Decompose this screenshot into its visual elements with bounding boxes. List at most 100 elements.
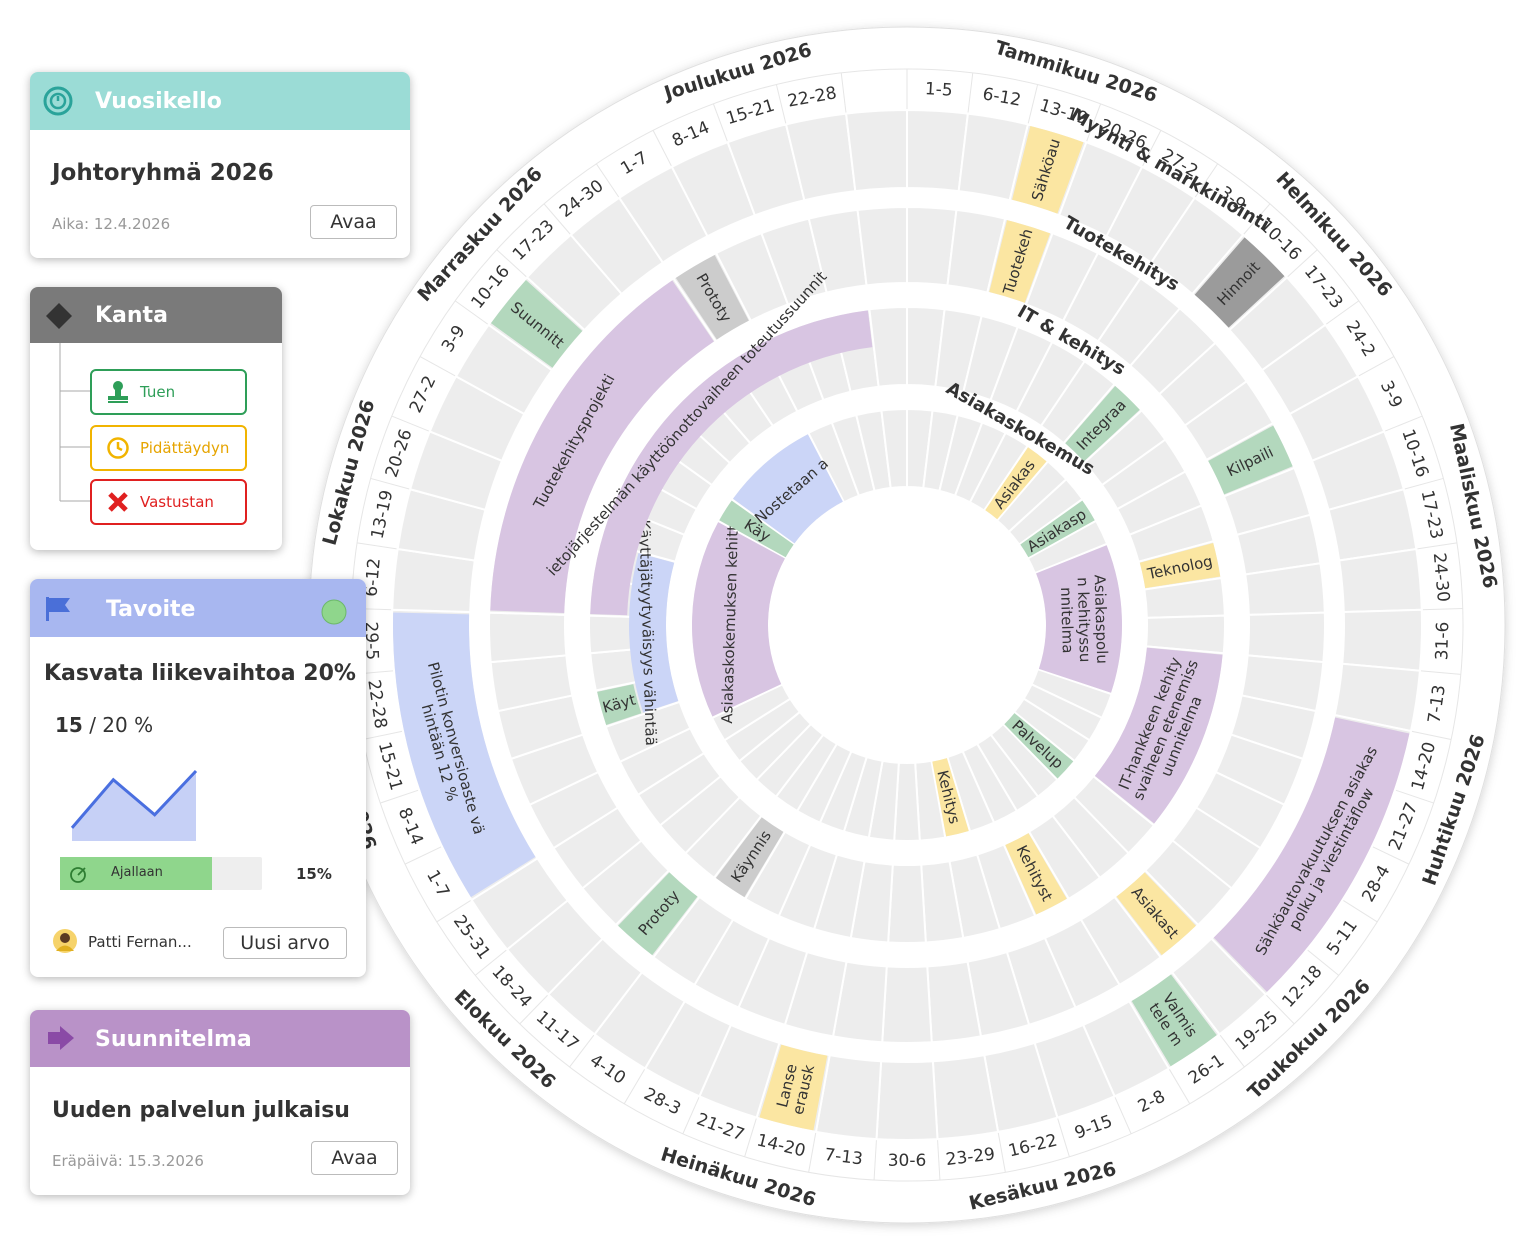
event [1004, 713, 1074, 779]
ring-cell [1341, 608, 1423, 672]
open-button[interactable]: Avaa [310, 205, 397, 239]
event-label: Lanseerausk [772, 1059, 818, 1117]
week-separator [744, 1117, 758, 1157]
trend-chart [70, 769, 198, 841]
open-button[interactable]: Avaa [311, 1141, 398, 1175]
vuosikello-card: Vuosikello Johtoryhmä 2026 Aika: 12.4.20… [30, 72, 410, 258]
event-label-line: Asiakaspolu [1091, 574, 1112, 664]
card-header: Vuosikello [30, 72, 410, 130]
card-title: Vuosikello [95, 89, 222, 114]
clock-icon [43, 86, 73, 116]
event [715, 817, 784, 898]
week-separator [682, 1096, 700, 1135]
week-separator [808, 1131, 817, 1173]
week-separator [1403, 477, 1444, 490]
event [732, 434, 843, 544]
week-separator [1394, 789, 1434, 804]
week-separator [623, 1068, 646, 1104]
week-separator [1194, 163, 1219, 199]
ring-cell [844, 108, 908, 193]
event [1012, 126, 1084, 214]
kanta-card: Kanta Tuen Pidättäydyn Vastustan [30, 287, 282, 550]
week-label: 30-6 [888, 1151, 927, 1171]
week-separator [967, 72, 974, 114]
event [597, 684, 642, 725]
week-separator [543, 203, 572, 236]
event [1208, 425, 1293, 495]
event [1213, 717, 1410, 992]
event [393, 612, 536, 898]
week-separator [1342, 899, 1378, 923]
progress-label: 15% [296, 865, 332, 883]
week-separator [1286, 249, 1318, 278]
week-separator [436, 899, 472, 923]
ring-cell [1338, 547, 1423, 614]
event [1005, 833, 1067, 915]
target-value: / 20 % [89, 713, 154, 737]
option-oppose[interactable]: Vastustan [90, 479, 247, 525]
week-separator [1265, 994, 1295, 1025]
ring-cell [1246, 611, 1327, 664]
week-label: 6-12 [361, 557, 384, 597]
avatar [53, 929, 77, 953]
week-separator [474, 949, 508, 976]
tavoite-card: Tavoite Kasvata liikevaihtoa 20% 15 / 20… [30, 579, 366, 977]
week-separator [357, 542, 398, 550]
event-label: Asiakaspolun kehityssunnitelma [1057, 574, 1112, 665]
option-label: Vastustan [140, 493, 214, 511]
tree-lines [59, 343, 90, 502]
week-separator [404, 846, 443, 865]
week-separator [937, 1139, 941, 1181]
item-title: Uuden palvelun julkaisu [52, 1098, 350, 1123]
new-value-button[interactable]: Uusi arvo [223, 927, 347, 959]
event [719, 500, 794, 558]
event [1036, 545, 1122, 693]
event [989, 220, 1051, 303]
goal-value: 15 / 20 % [55, 713, 153, 737]
target-icon [70, 867, 86, 883]
event [590, 310, 873, 616]
event [1194, 237, 1285, 328]
ring-cell [856, 205, 908, 287]
item-time: Aika: 12.4.2026 [52, 215, 171, 233]
ring-cell [875, 1060, 939, 1142]
week-separator [1242, 203, 1271, 236]
week-separator [1219, 1034, 1245, 1068]
trend-area [72, 771, 196, 841]
event [1094, 647, 1223, 824]
week-separator [652, 130, 673, 168]
week-separator [1168, 1068, 1191, 1104]
clock-icon [107, 437, 129, 459]
event [1139, 543, 1221, 589]
week-separator [519, 994, 549, 1025]
week-label: 31-6 [1432, 621, 1453, 660]
owner-name: Patti Fernan... [88, 933, 192, 951]
diamond-icon [46, 303, 72, 329]
option-support[interactable]: Tuen [90, 369, 247, 415]
event [932, 758, 969, 837]
event [629, 553, 679, 713]
card-title: Suunnitelma [95, 1027, 252, 1052]
item-title: Johtoryhmä 2026 [52, 160, 274, 186]
stamp-icon [108, 381, 128, 403]
week-label: 7-13 [823, 1145, 864, 1169]
suunnitelma-card: Suunnitelma Uuden palvelun julkaisu Eräp… [30, 1010, 410, 1195]
card-header: Kanta [30, 287, 282, 343]
week-separator [1384, 415, 1423, 432]
week-separator [391, 415, 430, 432]
week-separator [1410, 730, 1452, 741]
option-abstain[interactable]: Pidättäydyn [90, 425, 247, 471]
week-separator [873, 1139, 877, 1181]
event [1020, 500, 1095, 558]
event [1065, 385, 1140, 462]
goal-title: Kasvata liikevaihtoa 20% [44, 661, 356, 686]
card-title: Kanta [95, 303, 168, 328]
ring-cell [488, 611, 568, 664]
week-separator [1056, 1117, 1070, 1157]
event [1131, 974, 1217, 1067]
week-separator [1306, 949, 1340, 976]
week-separator [370, 477, 411, 490]
